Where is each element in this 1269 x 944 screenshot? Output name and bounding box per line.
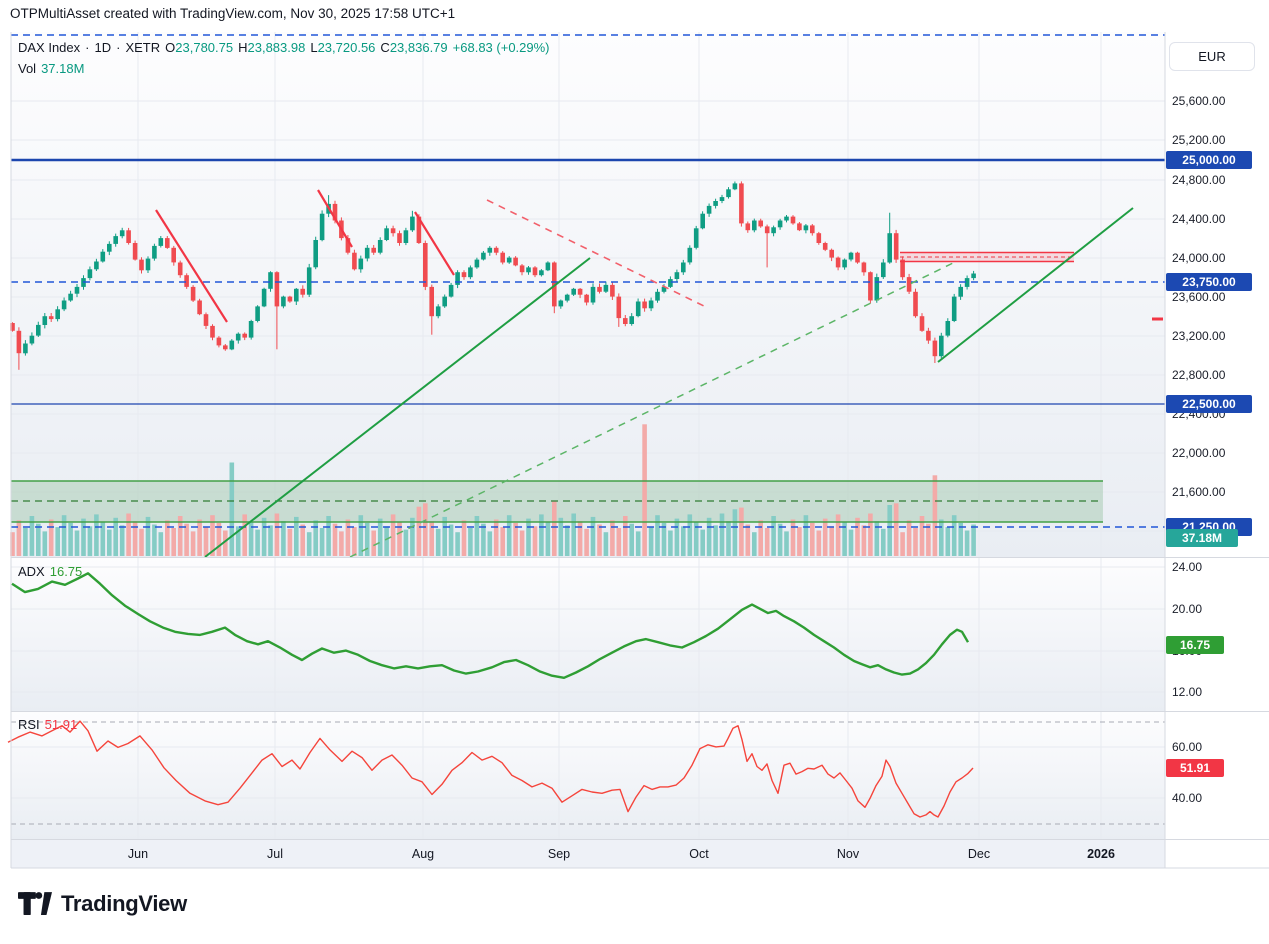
volume-value: 37.18M [41, 61, 85, 76]
red-down-aug [414, 211, 455, 276]
volume-bars [10, 424, 976, 557]
price-badge: 22,500.00 [1166, 395, 1252, 413]
axis-label: 25,200.00 [1172, 133, 1226, 147]
red-down-jun [155, 209, 228, 323]
rsi-legend[interactable]: RSI 51.91 [18, 717, 77, 732]
volume-label: Vol [18, 61, 37, 76]
time-axis-label: Nov [836, 847, 860, 861]
adx-line [11, 572, 970, 679]
red-down-jul [317, 189, 353, 248]
candlesticks [10, 181, 976, 370]
ohlc-high: H23,883.98 [238, 40, 306, 55]
change-value: +68.83 (+0.29%) [452, 40, 550, 55]
axis-label: 24,400.00 [1172, 212, 1226, 226]
axis-label: 23,600.00 [1172, 290, 1226, 304]
tradingview-logo[interactable]: TradingView [18, 890, 187, 918]
pane-adx [11, 558, 1165, 711]
axis-label: 24,000.00 [1172, 251, 1226, 265]
adx-value: 16.75 [49, 564, 83, 579]
axis-label: 24,800.00 [1172, 173, 1226, 187]
time-axis-label: 2026 [1087, 847, 1115, 861]
axis-label: 23,200.00 [1172, 329, 1226, 343]
axis-label: 40.00 [1172, 791, 1203, 805]
adx-label: ADX [18, 564, 45, 579]
time-axis-strip [11, 840, 1165, 868]
tradingview-logo-text: TradingView [61, 891, 187, 916]
watermark-title: OTPMultiAsset created with TradingView.c… [10, 6, 456, 21]
legend-separator: · [116, 40, 121, 55]
time-axis-label: Oct [689, 847, 709, 861]
axis-label: 25,600.00 [1172, 94, 1226, 108]
time-axis-label: Jul [267, 847, 283, 861]
tradingview-logo-icon [18, 892, 52, 916]
axis-label: 21,600.00 [1172, 485, 1226, 499]
currency-button[interactable]: EUR [1169, 42, 1255, 71]
exchange-label: XETR [125, 40, 161, 55]
time-axis-label: Sep [547, 847, 571, 861]
axis-label: 22,000.00 [1172, 446, 1226, 460]
timeframe-label: 1D [94, 40, 112, 55]
time-axis-label: Jun [127, 847, 149, 861]
price-badge: 23,750.00 [1166, 273, 1252, 291]
red-dashed-sep [486, 199, 709, 309]
adx-legend[interactable]: ADX 16.75 [18, 564, 82, 579]
price-badge: 25,000.00 [1166, 151, 1252, 169]
axis-label: 24.00 [1172, 560, 1203, 574]
volume-legend[interactable]: Vol 37.18M [18, 61, 84, 76]
axis-label: 22,800.00 [1172, 368, 1226, 382]
symbol-legend[interactable]: DAX Index · 1D · XETR O23,780.75 H23,883… [18, 40, 550, 55]
pane-rsi [11, 712, 1165, 839]
axis-label: 60.00 [1172, 740, 1203, 754]
axis-label: 20.00 [1172, 602, 1203, 616]
pane-price [11, 32, 1165, 557]
ohlc-low: L23,720.56 [310, 40, 376, 55]
green-dashed-long [349, 262, 954, 558]
legend-separator: · [85, 40, 90, 55]
price-badge: 16.75 [1166, 636, 1224, 654]
symbol-name: DAX Index [18, 40, 81, 55]
rsi-line [7, 720, 974, 818]
axis-label: 12.00 [1172, 685, 1203, 699]
ohlc-open: O23,780.75 [165, 40, 234, 55]
rsi-value: 51.91 [44, 717, 78, 732]
time-axis-label: Dec [967, 847, 991, 861]
green-up-long [204, 257, 591, 558]
rsi-label: RSI [18, 717, 40, 732]
green-up-nov [937, 207, 1134, 363]
time-axis-label: Aug [411, 847, 435, 861]
ohlc-close: C23,836.79 [380, 40, 448, 55]
price-badge: 51.91 [1166, 759, 1224, 777]
price-badge: 37.18M [1166, 529, 1238, 547]
